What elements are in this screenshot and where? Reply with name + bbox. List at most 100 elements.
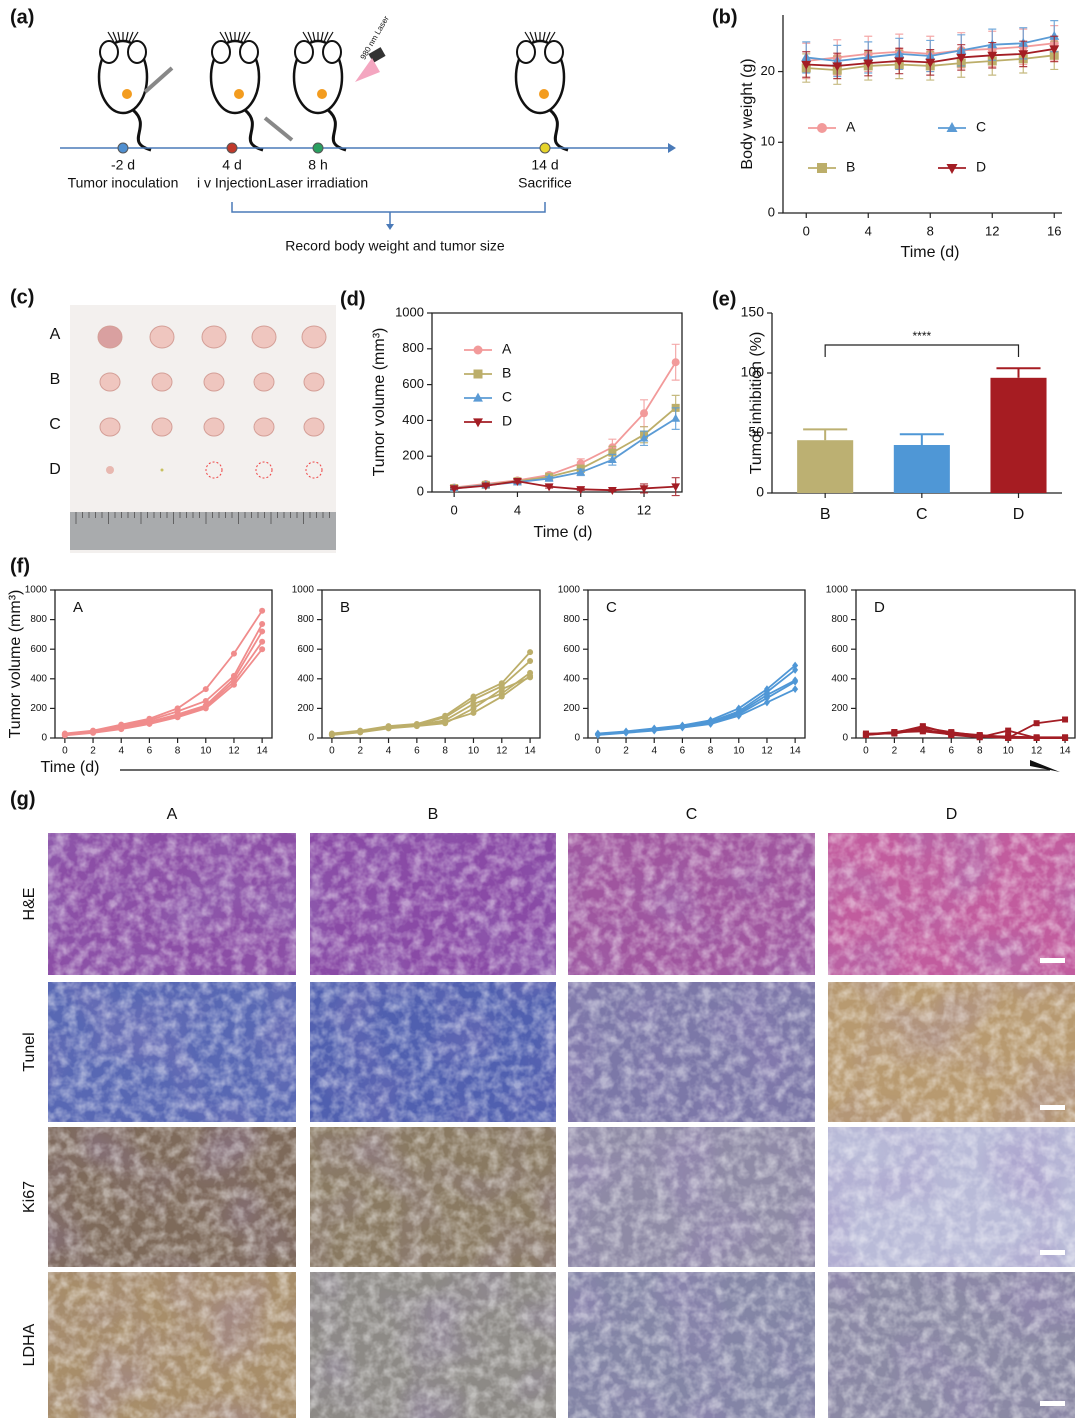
x-tick-label: 8 (708, 746, 714, 757)
marker (671, 483, 681, 492)
marker (1018, 50, 1029, 60)
legend-marker (817, 123, 827, 133)
y-tick-label: 0 (756, 484, 764, 500)
marker (607, 454, 617, 463)
mouse-whisker (307, 31, 313, 43)
marker (639, 433, 649, 442)
marker (527, 658, 534, 665)
y-tick-label: 600 (30, 644, 47, 655)
chart-title: C (606, 599, 617, 616)
x-tick-label: 8 (927, 223, 934, 238)
x-tick-label: 14 (1059, 746, 1071, 757)
tumor (251, 325, 277, 349)
tumor (201, 325, 227, 349)
mouse-whisker (312, 31, 316, 43)
marker (527, 674, 534, 681)
y-tick-label: 10 (761, 134, 775, 149)
tissue-texture (48, 833, 296, 975)
syringe (263, 116, 294, 142)
marker (763, 694, 770, 702)
tissue-texture (828, 1272, 1075, 1418)
tumor-dot (539, 89, 549, 99)
y-tick-label: 800 (831, 614, 848, 625)
marker (357, 729, 364, 736)
y-tick-label: 20 (761, 63, 775, 78)
record-note: Record body weight and tumor size (285, 238, 505, 254)
tumor (253, 417, 275, 437)
tissue-texture (828, 1127, 1075, 1267)
mouse-tail (548, 108, 569, 152)
mouse-ear (544, 40, 564, 64)
y-axis-label: Tumor inhibition (%) (748, 332, 765, 475)
x-tick-label: 14 (525, 746, 537, 757)
row-label: D (49, 461, 61, 478)
tumor-dot (122, 89, 132, 99)
y-tick-label: 600 (297, 644, 314, 655)
y-tick-label: 1000 (558, 585, 581, 596)
event-dot (226, 142, 238, 154)
mouse-whisker (545, 31, 551, 43)
mouse-icon (292, 31, 347, 152)
y-tick-label: 400 (563, 673, 580, 684)
mouse-icon (209, 31, 264, 152)
x-tick-label: C (916, 506, 928, 523)
mouse-whisker (529, 31, 535, 43)
mouse-ear (239, 40, 259, 64)
tissue-texture (310, 982, 556, 1122)
marker (1049, 45, 1060, 55)
marker (413, 723, 420, 730)
y-tick-label: 0 (41, 733, 47, 744)
y-tick-label: 400 (831, 673, 848, 684)
marker (707, 720, 714, 728)
mouse-whisker (229, 31, 233, 43)
x-tick-label: D (1013, 506, 1025, 523)
marker (925, 58, 936, 68)
mouse-whisker (323, 31, 329, 43)
marker (174, 714, 181, 721)
legend-marker (946, 122, 958, 132)
x-tick-label: 0 (863, 746, 869, 757)
x-tick-label: 0 (451, 502, 458, 517)
tumor (97, 325, 123, 349)
marker (259, 621, 266, 628)
marker (259, 638, 266, 645)
x-tick-label: 4 (865, 223, 872, 238)
error-bar (803, 428, 848, 441)
x-tick-label: 0 (329, 746, 335, 757)
tissue-texture (828, 833, 1075, 975)
laser-device (368, 47, 386, 63)
x-axis-label: Time (d) (534, 524, 593, 541)
legend-label: A (502, 341, 512, 357)
tissue-texture (568, 1127, 815, 1267)
tumor (99, 372, 121, 392)
mouse-whisker (302, 31, 310, 43)
x-tick-label: 12 (985, 223, 999, 238)
series-line (865, 730, 1066, 739)
marker (328, 732, 335, 739)
bar (797, 440, 854, 493)
marker (679, 723, 686, 732)
plot-frame (321, 589, 541, 739)
marker (891, 729, 898, 736)
legend-marker (473, 392, 483, 402)
legend-marker (473, 418, 483, 428)
mouse-whisker (534, 31, 538, 43)
x-tick-label: 8 (577, 502, 584, 517)
x-tick-label: 2 (357, 746, 363, 757)
x-tick-label: 10 (733, 746, 745, 757)
tissue-texture (310, 833, 556, 975)
x-tick-label: 10 (468, 746, 480, 757)
marker (576, 467, 586, 476)
y-tick-label: 800 (297, 614, 314, 625)
tissue-texture (568, 833, 815, 975)
legend-marker (473, 345, 483, 355)
tumor (149, 325, 175, 349)
y-tick-label: 0 (768, 204, 775, 219)
significance-bracket (824, 344, 1020, 357)
x-tick-label: 10 (200, 746, 212, 757)
y-tick-label: 800 (30, 614, 47, 625)
row-label: Tunel (21, 1032, 38, 1071)
marker (832, 62, 843, 72)
tissue-texture (48, 982, 296, 1122)
